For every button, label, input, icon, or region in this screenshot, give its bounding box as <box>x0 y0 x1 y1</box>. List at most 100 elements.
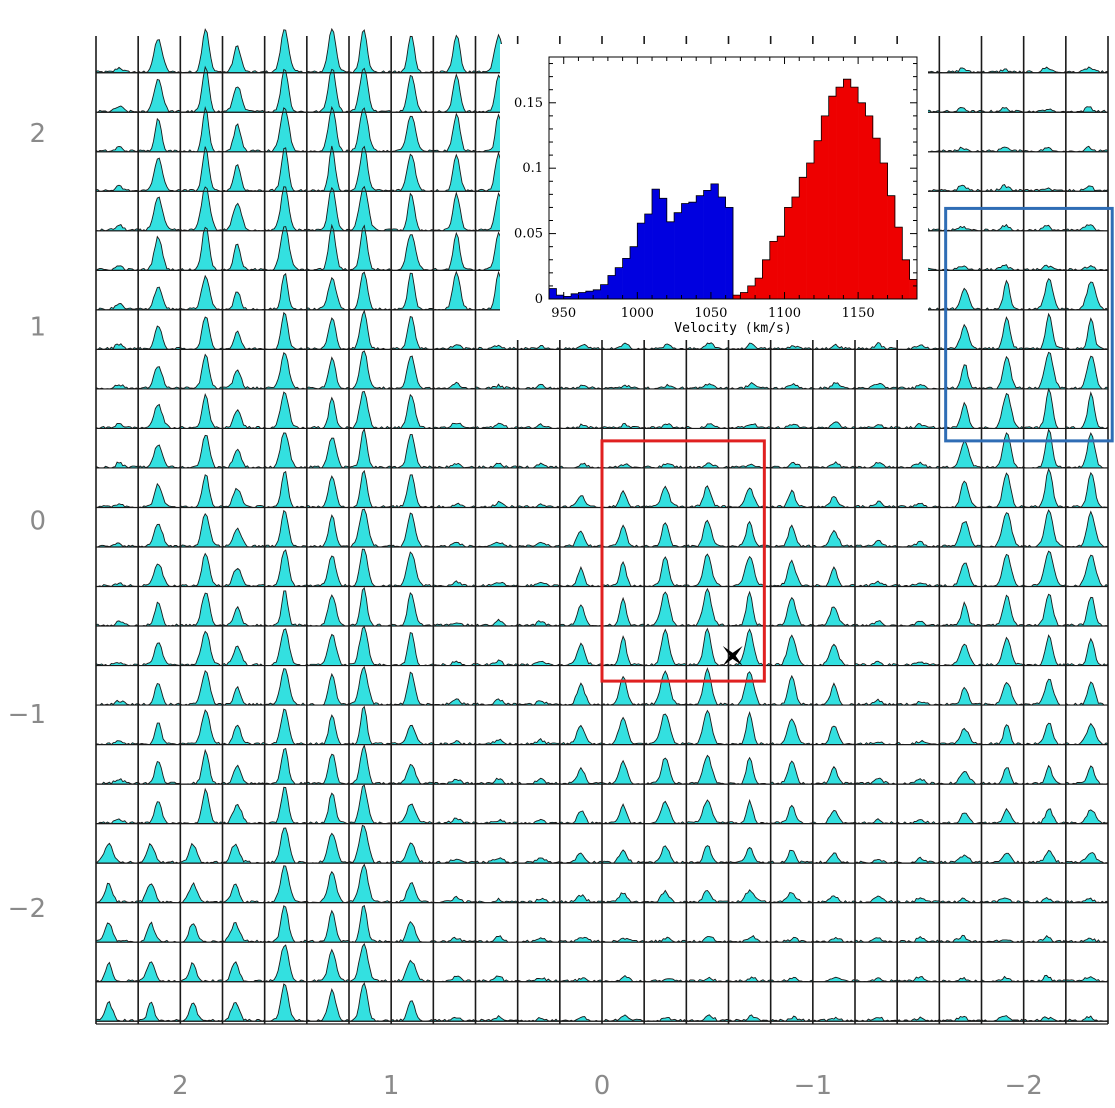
spectrum-cell <box>348 145 392 192</box>
blue-histogram-bar <box>549 288 557 299</box>
spectrum-cell <box>685 1014 729 1022</box>
red-histogram-bar <box>762 259 771 299</box>
x-tick-label: −1 <box>794 1071 832 1101</box>
y-tick-label: −2 <box>8 894 46 924</box>
y-tick-label: 1 <box>29 313 46 343</box>
red-histogram-bar <box>843 79 852 299</box>
spectrum-cell <box>95 662 139 667</box>
spectrum-cell <box>728 935 771 943</box>
red-histogram-bar <box>733 295 741 299</box>
spectrum-cell <box>1065 145 1109 153</box>
highlight-regions <box>600 206 1114 683</box>
spectrum-cell <box>1023 849 1067 864</box>
blue-histogram-bar <box>600 284 609 299</box>
spectrum-cell <box>348 863 392 904</box>
x-tick-label: 1 <box>383 1071 400 1101</box>
spectrum-cell <box>812 461 856 470</box>
spectrum-cell <box>306 27 350 74</box>
spectrum-cell <box>95 66 139 74</box>
spectrum-cell <box>1065 937 1109 943</box>
blue-histogram-bar <box>637 223 645 299</box>
spectrum-cell <box>137 366 181 390</box>
spectrum-cell <box>475 1015 519 1022</box>
spectrum-cell <box>981 316 1025 351</box>
main-axes: 2 1 0 −1 −2 2 1 0 −1 −2 <box>8 119 1043 1101</box>
spectrum-cell <box>390 842 434 864</box>
spectrum-cell <box>137 286 181 311</box>
spectrum-cell <box>643 485 688 509</box>
spectrum-cell <box>1023 509 1067 548</box>
spectrum-cell <box>390 724 434 746</box>
spectrum-cell <box>222 961 266 983</box>
x-tick-label: −2 <box>1005 1071 1043 1101</box>
red-box <box>600 439 766 683</box>
spectrum-cell <box>854 461 898 469</box>
red-histogram-bar <box>791 196 800 299</box>
spectrum-cell <box>348 67 392 114</box>
blue-histogram-bar <box>696 195 704 299</box>
spectrum-cell <box>981 355 1025 390</box>
spectrum-cell <box>475 698 519 706</box>
spectrum-cell <box>769 461 814 469</box>
spectrum-cell <box>432 1016 476 1022</box>
red-histogram-bar <box>813 140 822 299</box>
spectrum-cell <box>854 777 898 785</box>
spectrum-cell <box>179 669 223 706</box>
spectrum-cell <box>559 894 603 904</box>
histogram-outline <box>732 78 918 299</box>
spectrum-cell <box>938 440 982 469</box>
spectrum-cell <box>1023 351 1067 390</box>
spectrum-cell <box>222 685 266 706</box>
spectrum-cell <box>938 521 982 548</box>
red-histogram-bar <box>784 207 793 299</box>
spectrum-cell <box>95 818 139 825</box>
spectrum-cell <box>179 65 223 113</box>
spectrum-cell <box>348 427 392 469</box>
blue-histogram-bar <box>571 293 579 299</box>
spectrum-cell <box>306 145 350 192</box>
spectrum-cell <box>390 393 435 430</box>
spectrum-cell <box>1065 106 1109 113</box>
red-histogram-bar <box>828 96 837 299</box>
red-histogram-bar <box>777 236 785 299</box>
spectrum-cell <box>559 936 603 943</box>
spectrum-cell <box>938 107 982 113</box>
spectrum-cell <box>601 849 645 864</box>
spectrum-cell <box>348 665 392 706</box>
red-histogram-bar <box>799 177 807 299</box>
red-histogram-bar <box>872 138 881 299</box>
spectrum-cell <box>180 709 223 746</box>
red-histogram-bar <box>858 102 866 299</box>
spectrum-cell <box>854 341 898 350</box>
spectrum-cell <box>981 146 1024 153</box>
x-tick-label: 0 <box>594 1071 611 1101</box>
spectrum-cell <box>222 86 266 113</box>
spectrum-cell <box>348 508 392 548</box>
inset-x-tick-label: 1100 <box>768 306 801 321</box>
spectrum-cell <box>137 196 181 232</box>
x-tick-label: 2 <box>172 1071 189 1101</box>
spectrum-cell <box>95 105 139 113</box>
blue-histogram-bar <box>578 292 587 299</box>
y-tick-label: 2 <box>29 119 46 149</box>
star-marker <box>722 646 743 666</box>
spectrum-cell <box>179 1002 223 1022</box>
blue-histogram-bar <box>666 221 675 299</box>
spectrum-cell <box>559 384 603 390</box>
spectrum-cell <box>222 803 266 825</box>
spectrum-cell <box>390 512 434 548</box>
spectrum-cell <box>601 560 645 587</box>
inset-y-tick-label: 0.15 <box>514 96 543 111</box>
blue-histogram-bar <box>688 202 697 299</box>
spectrum-cell <box>137 683 181 706</box>
spectrum-cell <box>812 1016 856 1022</box>
red-histogram-bar <box>902 259 910 299</box>
spectrum-cell <box>643 845 687 864</box>
spectrum-cell <box>559 766 603 785</box>
spectrum-cell <box>137 842 181 864</box>
spectrum-cell <box>222 369 267 390</box>
blue-box <box>944 206 1114 443</box>
spectra-grid <box>95 27 1109 1025</box>
spectrum-cell <box>643 423 687 429</box>
spectrum-cell <box>264 786 308 825</box>
